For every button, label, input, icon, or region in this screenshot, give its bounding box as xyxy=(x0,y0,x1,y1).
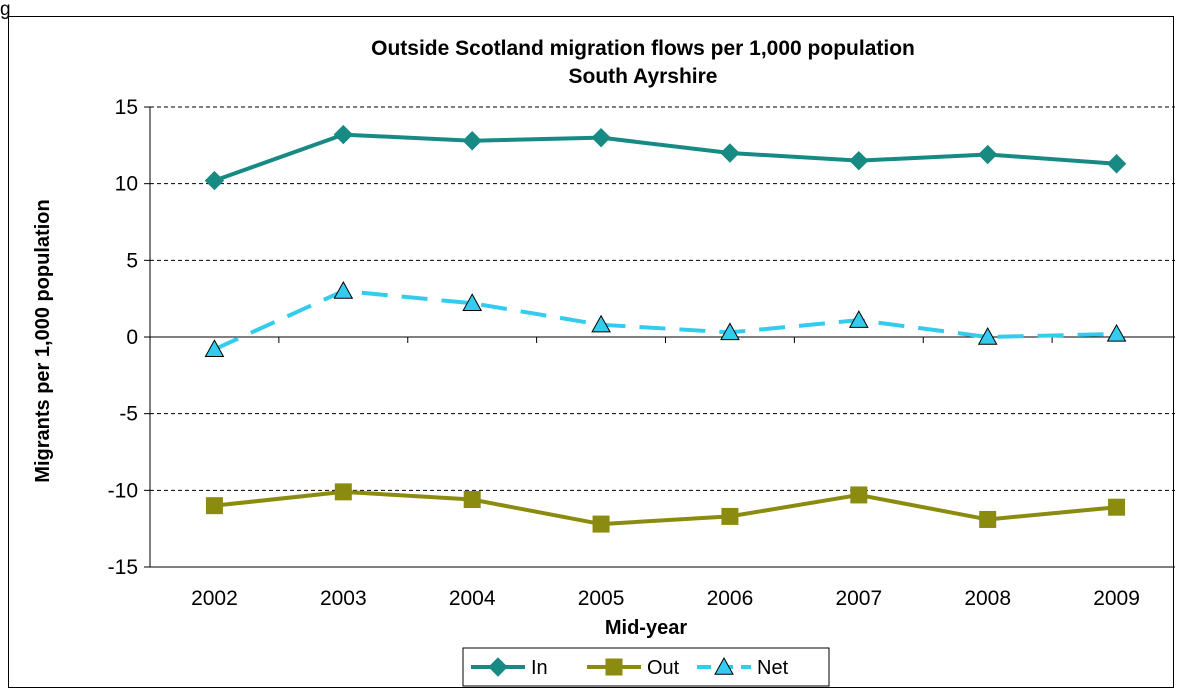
chart-title: Outside Scotland migration flows per 1,0… xyxy=(371,37,915,60)
data-point-out xyxy=(721,507,739,525)
x-tick-label: 2009 xyxy=(1093,587,1140,610)
data-point-in xyxy=(204,170,225,191)
y-tick-label: 15 xyxy=(115,96,138,119)
x-tick-label: 2004 xyxy=(449,587,496,610)
legend: In Out Net xyxy=(462,647,830,687)
series-in xyxy=(204,124,1127,191)
data-point-out xyxy=(205,497,223,515)
y-tick-label: -15 xyxy=(108,556,138,579)
data-point-in xyxy=(462,131,482,151)
data-point-net xyxy=(977,326,998,345)
gridlines xyxy=(150,106,1175,491)
legend-marker-in xyxy=(488,657,508,677)
y-tick-label: -5 xyxy=(119,403,138,426)
axes: 15 10 5 0 -5 -10 -15 2002 2003 2004 2005 2006 2007 20… xyxy=(108,96,1175,610)
data-point-net xyxy=(333,280,354,299)
y-tick-label: 10 xyxy=(115,173,138,196)
series-line-in xyxy=(213,132,1117,183)
legend-marker-net xyxy=(714,656,734,675)
series-out xyxy=(205,483,1126,533)
legend-label-net: Net xyxy=(757,657,789,679)
y-axis-title: Migrants per 1,000 population xyxy=(32,199,54,482)
legend-label-in: In xyxy=(531,657,548,679)
data-point-in xyxy=(591,127,611,148)
x-tick-label: 2007 xyxy=(835,587,882,610)
data-point-in xyxy=(849,150,869,171)
series-line-out xyxy=(214,489,1117,527)
x-tick-label: 2006 xyxy=(707,587,754,610)
series-layer xyxy=(204,124,1127,533)
series-line-net xyxy=(213,289,1117,352)
data-point-net xyxy=(1106,323,1127,342)
data-point-net xyxy=(204,339,225,357)
x-tick-label: 2002 xyxy=(191,587,238,610)
y-tick-label: -10 xyxy=(108,479,138,502)
data-point-out xyxy=(592,515,610,533)
x-tick-label: 2005 xyxy=(578,587,625,610)
data-point-out xyxy=(850,486,868,504)
y-tick-label: 0 xyxy=(126,326,138,349)
x-tick-label: 2008 xyxy=(964,587,1011,610)
chart-subtitle: South Ayrshire xyxy=(569,65,718,88)
series-net xyxy=(204,280,1127,357)
figure-label: g xyxy=(0,0,11,20)
chart-frame: 15 10 5 0 -5 -10 -15 2002 2003 2004 2005 2006 2007 20… xyxy=(8,16,1175,688)
data-point-net xyxy=(720,322,740,341)
chart-text: Outside Scotland migration flows per 1,0… xyxy=(32,37,915,639)
legend-marker-out xyxy=(605,658,623,676)
data-point-net xyxy=(848,310,869,328)
data-point-in xyxy=(333,124,354,145)
data-point-net xyxy=(591,314,611,333)
data-point-out xyxy=(334,483,352,501)
data-point-out xyxy=(979,510,997,528)
x-tick-label: 2003 xyxy=(320,587,367,610)
data-point-in xyxy=(1106,154,1127,174)
line-chart: 15 10 5 0 -5 -10 -15 2002 2003 2004 2005 2006 2007 20… xyxy=(32,37,1175,687)
data-point-in xyxy=(720,143,740,163)
data-point-net xyxy=(462,293,483,311)
legend-label-out: Out xyxy=(647,657,680,679)
data-point-in xyxy=(977,144,998,165)
y-tick-label: 5 xyxy=(126,249,138,272)
x-axis-title: Mid-year xyxy=(605,617,687,639)
data-point-out xyxy=(1108,498,1126,516)
data-point-out xyxy=(463,491,481,509)
